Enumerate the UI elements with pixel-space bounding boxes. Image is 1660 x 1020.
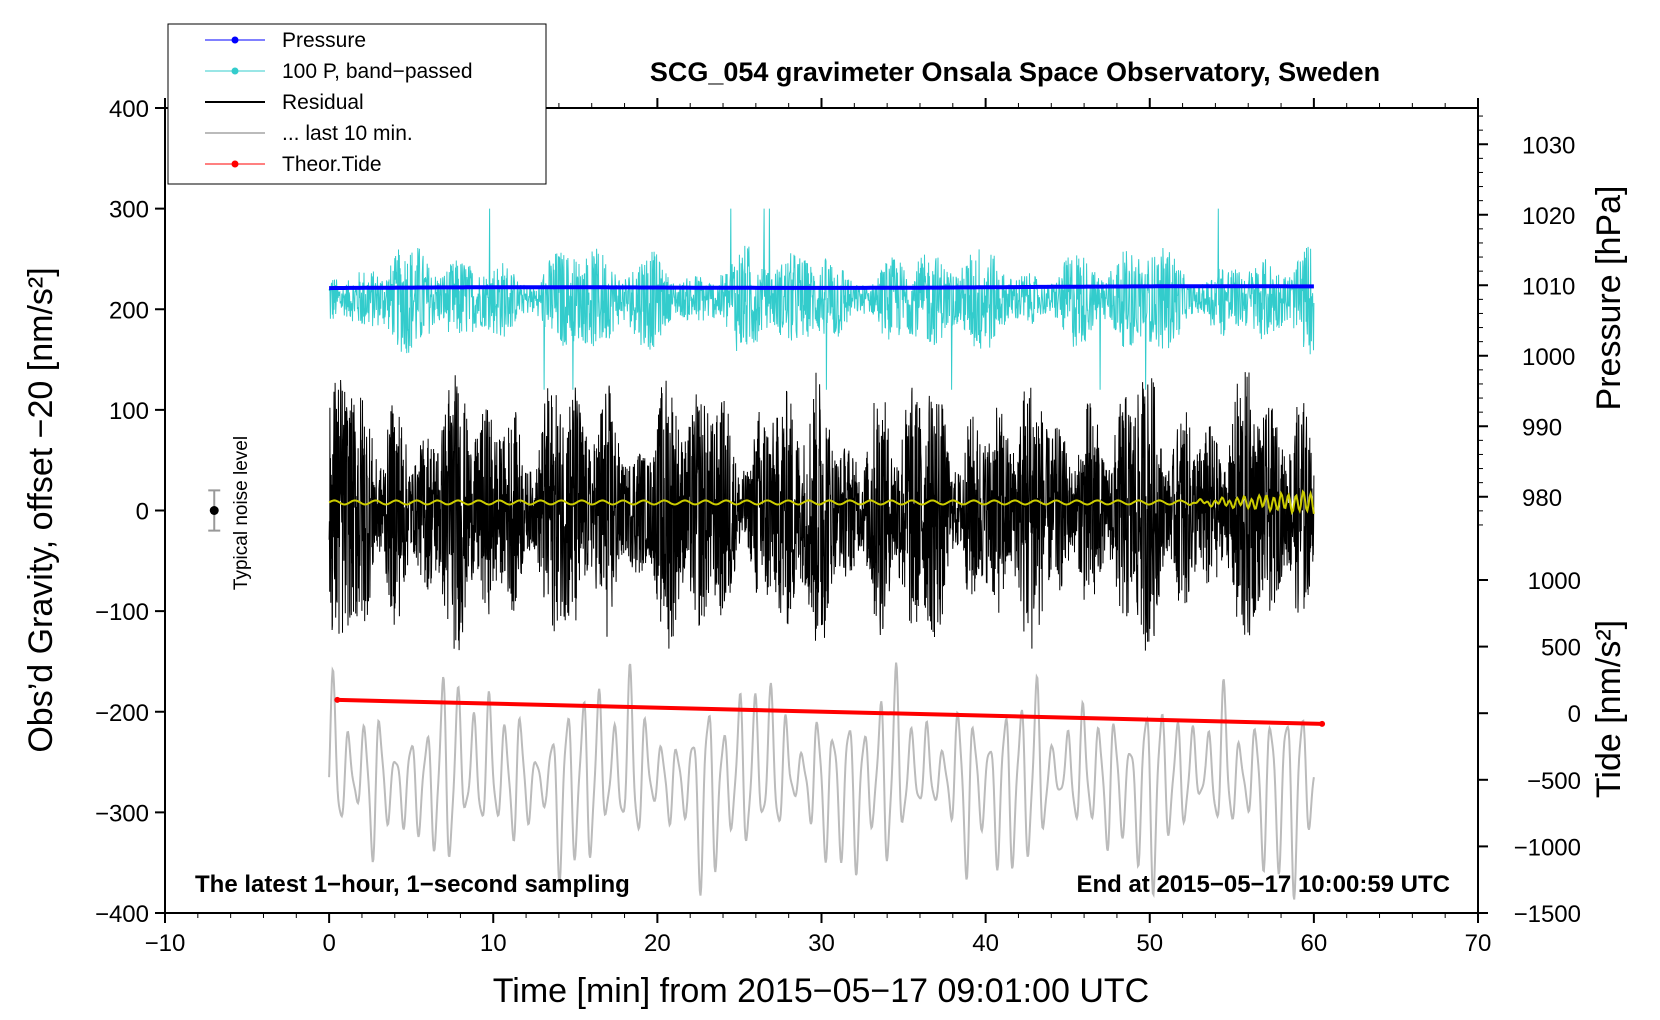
tide-tick-label: 500 xyxy=(1541,635,1581,662)
noise-label: Typical noise level xyxy=(231,436,252,590)
pressure-tick-label: 990 xyxy=(1522,414,1562,441)
x-tick-label: 50 xyxy=(1136,930,1163,957)
chart-title: SCG_054 gravimeter Onsala Space Observat… xyxy=(650,57,1380,87)
tide-point-start xyxy=(334,696,341,703)
y-tick-label: −300 xyxy=(95,800,149,827)
x-tick-label: −10 xyxy=(145,930,186,957)
x-axis-title: Time [min] from 2015−05−17 09:01:00 UTC xyxy=(493,972,1149,1010)
x-tick-label: 70 xyxy=(1465,930,1492,957)
y-axis-left: 400 300 200 100 0 −100 −200 −300 −400 xyxy=(95,96,165,928)
legend-marker xyxy=(231,67,239,75)
y-axis-left-title: Obs’d Gravity, offset −20 [nm/s²] xyxy=(22,267,60,752)
tide-point-end xyxy=(1319,720,1326,727)
y-axis-pressure: 1030 1020 1010 1000 990 980 xyxy=(1478,115,1575,526)
pressure-tick-label: 1030 xyxy=(1522,132,1575,159)
x-tick-label: 40 xyxy=(972,930,999,957)
y-tick-label: −400 xyxy=(95,901,149,928)
legend-label: 100 P, band−passed xyxy=(282,60,473,83)
y-tick-label: 300 xyxy=(109,197,149,224)
y-tick-label: −100 xyxy=(95,599,149,626)
y-tick-label: 0 xyxy=(136,499,149,526)
series-residual xyxy=(328,372,1315,651)
x-tick-label: 30 xyxy=(808,930,835,957)
y-axis-tide: 1000 500 0 −500 −1000 −1500 xyxy=(1478,568,1581,928)
pressure-tick-label: 1000 xyxy=(1522,344,1575,371)
pressure-tick-label: 1020 xyxy=(1522,203,1575,230)
legend-marker xyxy=(231,36,239,44)
y-tick-label: 100 xyxy=(109,398,149,425)
noise-bar xyxy=(208,489,221,532)
series-theoretical-tide xyxy=(337,697,1323,726)
x-axis: −10 0 10 20 30 40 50 60 70 xyxy=(145,98,1492,957)
noise-indicator: Typical noise level xyxy=(208,436,252,590)
y-tick-label: 200 xyxy=(109,297,149,324)
legend-label: Residual xyxy=(282,91,364,114)
legend-label: Pressure xyxy=(282,29,366,52)
series-residual-smoothed xyxy=(328,489,1315,516)
tide-tick-label: −1000 xyxy=(1514,834,1581,861)
series-pressure xyxy=(329,284,1314,291)
series-pressure-bandpassed xyxy=(328,208,1315,390)
y-tick-label: 400 xyxy=(109,96,149,123)
tide-tick-label: 0 xyxy=(1568,701,1581,728)
tide-tick-label: −1500 xyxy=(1514,901,1581,928)
annotation-right: End at 2015−05−17 10:00:59 UTC xyxy=(1076,871,1450,898)
pressure-tick-label: 1010 xyxy=(1522,273,1575,300)
x-tick-label: 0 xyxy=(322,930,335,957)
pressure-tick-label: 980 xyxy=(1522,485,1562,512)
tide-axis-title: Tide [nm/s²] xyxy=(1590,620,1628,798)
legend-box xyxy=(167,23,547,185)
annotation-left: The latest 1−hour, 1−second sampling xyxy=(195,871,630,898)
x-tick-label: 10 xyxy=(480,930,507,957)
tide-tick-label: −500 xyxy=(1527,768,1581,795)
pressure-axis-title: Pressure [hPa] xyxy=(1590,186,1628,411)
data-layer xyxy=(328,208,1326,900)
tide-tick-label: 1000 xyxy=(1528,568,1581,595)
noise-dot xyxy=(209,506,219,515)
legend-label: ... last 10 min. xyxy=(282,122,413,145)
x-tick-label: 60 xyxy=(1301,930,1328,957)
legend: Pressure 100 P, band−passed Residual ... la… xyxy=(167,23,547,185)
legend-marker xyxy=(231,160,239,168)
y-tick-label: −200 xyxy=(95,700,149,727)
series-last-10-min xyxy=(328,662,1315,900)
legend-label: Theor.Tide xyxy=(282,153,382,176)
legend-entries: Pressure 100 P, band−passed Residual ... la… xyxy=(205,29,473,176)
x-tick-label: 20 xyxy=(644,930,671,957)
